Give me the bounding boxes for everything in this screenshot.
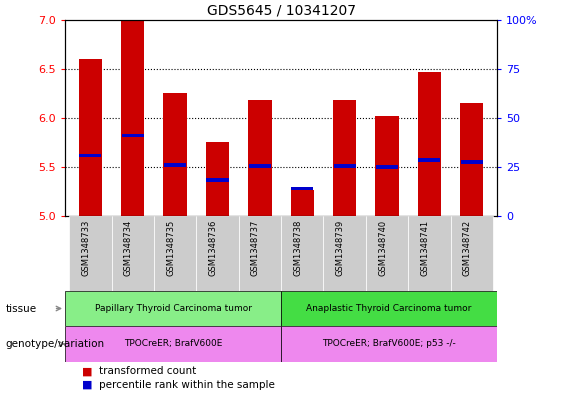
Bar <box>291 187 314 190</box>
Bar <box>65 291 281 326</box>
Text: Papillary Thyroid Carcinoma tumor: Papillary Thyroid Carcinoma tumor <box>94 304 251 313</box>
Text: ■: ■ <box>82 380 93 390</box>
Text: GSM1348742: GSM1348742 <box>463 220 472 276</box>
Text: GSM1348734: GSM1348734 <box>124 220 133 276</box>
Bar <box>451 216 493 291</box>
Text: percentile rank within the sample: percentile rank within the sample <box>99 380 275 390</box>
Bar <box>333 164 356 168</box>
Bar <box>206 143 229 216</box>
Text: ■: ■ <box>82 366 93 376</box>
Bar <box>375 116 399 216</box>
Bar <box>281 216 323 291</box>
Bar <box>249 164 271 168</box>
Bar <box>418 72 441 216</box>
Bar <box>418 158 441 162</box>
Text: GSM1348733: GSM1348733 <box>81 220 90 276</box>
Bar <box>164 163 186 167</box>
Bar <box>121 134 144 137</box>
Bar <box>206 178 229 182</box>
Title: GDS5645 / 10341207: GDS5645 / 10341207 <box>207 3 355 17</box>
Text: TPOCreER; BrafV600E; p53 -/-: TPOCreER; BrafV600E; p53 -/- <box>322 340 456 348</box>
Bar <box>154 216 197 291</box>
Bar <box>460 160 483 164</box>
Bar <box>323 216 366 291</box>
Bar <box>112 216 154 291</box>
Bar <box>79 59 102 216</box>
Bar <box>197 216 238 291</box>
Bar <box>333 100 357 216</box>
Bar <box>376 165 398 169</box>
Bar <box>238 216 281 291</box>
Bar <box>163 94 187 216</box>
Text: GSM1348740: GSM1348740 <box>378 220 387 276</box>
Text: Anaplastic Thyroid Carcinoma tumor: Anaplastic Thyroid Carcinoma tumor <box>306 304 472 313</box>
Text: tissue: tissue <box>6 303 37 314</box>
Bar <box>121 20 145 216</box>
Text: genotype/variation: genotype/variation <box>6 339 105 349</box>
Bar <box>281 291 497 326</box>
Bar <box>408 216 451 291</box>
Text: GSM1348737: GSM1348737 <box>251 220 260 276</box>
Bar <box>366 216 408 291</box>
Bar <box>65 326 281 362</box>
Bar <box>79 154 102 157</box>
Bar <box>69 216 112 291</box>
Text: GSM1348739: GSM1348739 <box>336 220 345 276</box>
Bar <box>281 326 497 362</box>
Text: GSM1348735: GSM1348735 <box>166 220 175 276</box>
Text: GSM1348736: GSM1348736 <box>208 220 218 276</box>
Text: transformed count: transformed count <box>99 366 196 376</box>
Bar <box>460 103 484 216</box>
Bar <box>290 190 314 216</box>
Bar <box>248 100 272 216</box>
Text: GSM1348738: GSM1348738 <box>293 220 302 276</box>
Text: TPOCreER; BrafV600E: TPOCreER; BrafV600E <box>124 340 222 348</box>
Text: GSM1348741: GSM1348741 <box>420 220 429 276</box>
